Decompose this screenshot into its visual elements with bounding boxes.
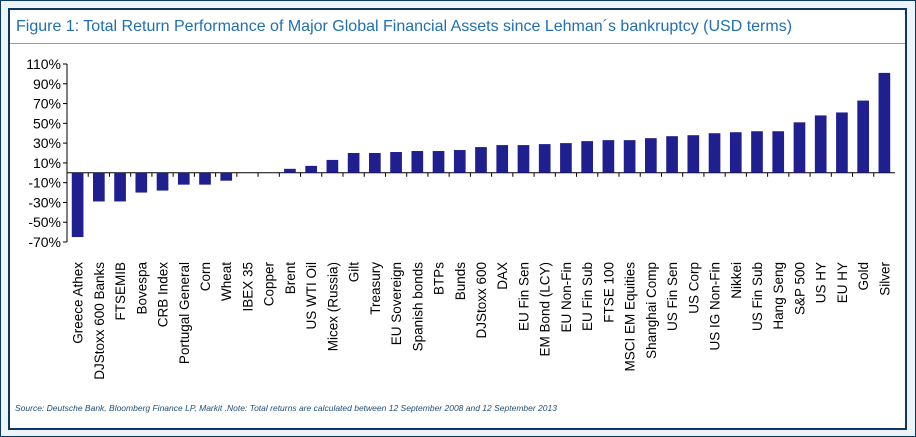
category-label: CRB Index	[156, 262, 171, 328]
category-label: US Fin Sub	[750, 262, 765, 331]
category-label: EU Fin Sub	[580, 262, 595, 331]
bar	[390, 152, 402, 173]
category-label: Silver	[877, 262, 892, 296]
bar	[326, 159, 339, 173]
category-label: S&P 500	[792, 262, 807, 315]
bar	[729, 132, 742, 173]
bar	[199, 172, 211, 185]
bar	[156, 172, 169, 191]
y-tick-label: -10%	[28, 175, 61, 191]
bar	[560, 143, 572, 173]
bar	[135, 172, 148, 193]
category-label: Wheat	[219, 262, 234, 301]
bar	[496, 145, 509, 173]
bar	[71, 172, 84, 238]
category-label: Hang Seng	[771, 262, 786, 330]
category-label: FTSE 100	[601, 262, 616, 323]
category-label: EU HY	[835, 262, 850, 303]
figure-panel: Figure 1: Total Return Performance of Ma…	[8, 8, 907, 430]
category-label: IBEX 35	[240, 262, 255, 312]
category-label: EU Non-Fin	[559, 262, 574, 333]
y-tick-label: 70%	[33, 96, 61, 112]
bar	[177, 172, 190, 185]
y-tick-label: 50%	[33, 115, 61, 131]
bar	[751, 131, 763, 173]
category-label: DAX	[495, 262, 510, 290]
category-label: US Corp	[686, 262, 701, 314]
bar	[878, 72, 891, 173]
source-footnote: Source: Deutsche Bank, Bloomberg Finance…	[15, 403, 557, 413]
bar	[475, 147, 487, 173]
category-label: US Fin Sen	[665, 262, 680, 331]
bar	[369, 153, 381, 173]
category-label: Bunds	[453, 262, 468, 301]
category-label: EU Fin Sen	[516, 262, 531, 331]
y-tick-label: 30%	[33, 135, 61, 151]
title-bar: Figure 1: Total Return Performance of Ma…	[10, 10, 905, 44]
category-label: Brent	[283, 262, 298, 295]
category-label: EU Sovereign	[389, 262, 404, 345]
bar	[517, 145, 530, 173]
bar	[836, 112, 848, 173]
bar	[305, 165, 317, 173]
bar	[645, 138, 657, 173]
y-tick-label: 90%	[33, 76, 61, 92]
y-tick-label: 110%	[26, 56, 61, 72]
bar	[793, 122, 806, 173]
bar	[666, 136, 678, 173]
bar	[814, 115, 827, 173]
category-label: DJStoxx 600 Banks	[92, 262, 107, 380]
category-label: Copper	[262, 261, 277, 306]
bar	[114, 172, 126, 202]
bar	[453, 150, 466, 173]
bar	[432, 151, 445, 173]
category-label: Spanish bonds	[410, 262, 425, 352]
category-label: Treasury	[368, 262, 383, 315]
category-label: Shanghai Comp	[644, 262, 659, 359]
category-label: EM Bond (LCY)	[538, 262, 553, 357]
bar	[708, 133, 721, 173]
bar	[538, 144, 551, 173]
category-label: FTSEMIB	[113, 262, 128, 321]
y-tick-label: -70%	[28, 234, 61, 250]
bar	[623, 140, 636, 173]
chart-title: Figure 1: Total Return Performance of Ma…	[16, 18, 793, 35]
category-label: Bovespa	[134, 262, 149, 315]
category-label: MSCI EM Equities	[623, 262, 638, 372]
category-label: Gilt	[347, 262, 362, 282]
category-label: Portugal General	[177, 262, 192, 364]
category-label: Corn	[198, 262, 213, 291]
category-label: BTPs	[432, 262, 447, 295]
bar-chart: 110% 90% 70% 50% 30% 10% -10% -30% -50% -70% Greec…	[26, 56, 895, 380]
category-label: Micex (Russia)	[325, 262, 340, 351]
bar	[581, 141, 593, 173]
bar	[220, 172, 233, 181]
category-label: Gold	[856, 262, 871, 291]
category-label: DJStoxx 600	[474, 262, 489, 339]
bar	[411, 151, 424, 173]
category-label: Greece Athex	[71, 262, 86, 344]
bar	[284, 168, 296, 173]
bar	[347, 153, 360, 173]
bar	[857, 100, 869, 173]
bar	[93, 172, 105, 202]
bar	[687, 135, 700, 173]
category-label: US IG Non-Fin	[708, 262, 723, 351]
category-label: Nikkei	[729, 262, 744, 299]
category-label: US WTI Oil	[304, 262, 319, 330]
y-tick-label: -30%	[28, 194, 61, 210]
y-tick-label: -50%	[28, 214, 61, 230]
y-tick-label: 10%	[33, 155, 61, 171]
bar	[772, 131, 785, 173]
category-label: US HY	[814, 262, 829, 303]
bar	[602, 140, 615, 173]
